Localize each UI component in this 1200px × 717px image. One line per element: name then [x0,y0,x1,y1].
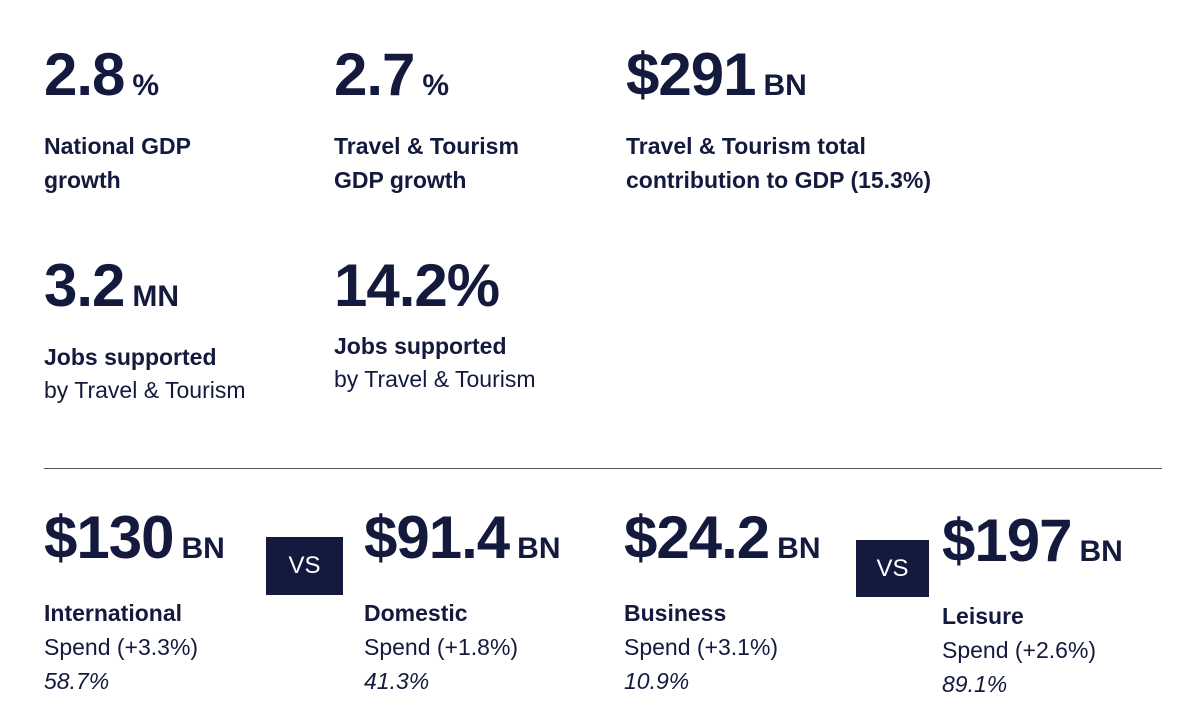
label-bold: National GDP [44,133,191,159]
spend-share: 89.1% [942,671,1008,697]
spend-change: Spend (+3.3%) [44,634,199,660]
value-unit: BN [777,532,821,565]
value-unit: BN [181,532,225,565]
spend-name: Leisure [942,603,1024,629]
stat-value: $291 BN [626,42,931,119]
stat-value: 2.7% [334,42,519,119]
label-bold: Jobs supported [44,344,217,370]
spend-share: 58.7% [44,668,110,694]
stat-label: Travel & Tourism GDP growth [334,129,519,197]
stat-label: Jobs supported by Travel & Tourism [44,340,246,406]
spend-value: $24.2 BN [624,505,821,582]
stat-block: 3.2 MN Jobs supported by Travel & Tourism [44,253,246,406]
value-number: 3.2 [44,252,125,319]
label-regular: by Travel & Tourism [334,366,536,392]
label-regular: by Travel & Tourism [44,377,246,403]
spend-change: Spend (+3.1%) [624,634,779,660]
spend-value: $91.4 BN [364,505,561,582]
spend-block: $197 BN Leisure Spend (+2.6%) 89.1% [942,508,1123,701]
spend-share: 10.9% [624,668,690,694]
value-number: $24.2 [624,504,770,571]
value-number: $291 [626,41,756,108]
value-unit: % [132,69,160,102]
spend-block: $24.2 BN Business Spend (+3.1%) 10.9% [624,505,821,698]
stat-block: $291 BN Travel & Tourism total contribution… [626,42,931,197]
stat-block: 2.7% Travel & Tourism GDP growth [334,42,519,197]
value-number: $197 [942,507,1072,574]
value-unit: % [422,69,450,102]
stat-value: 3.2 MN [44,253,246,330]
spend-name: Business [624,600,727,626]
spend-value: $130 BN [44,505,225,582]
label-bold: Jobs supported [334,333,507,359]
stat-block: 2.8% National GDP growth [44,42,191,197]
value-unit: BN [1079,535,1123,568]
value-unit: BN [763,69,807,102]
value-unit: MN [132,280,180,313]
spend-share: 41.3% [364,668,430,694]
spend-block: $130 BN International Spend (+3.3%) 58.7% [44,505,225,698]
stat-value: 14.2% [334,253,536,319]
spend-value: $197 BN [942,508,1123,585]
label-bold: contribution to GDP (15.3%) [626,167,931,193]
spend-change: Spend (+1.8%) [364,634,519,660]
stat-label: Travel & Tourism total contribution to GD… [626,129,931,197]
vs-badge: VS [266,537,343,595]
value-number: $130 [44,504,174,571]
spend-name: Domestic [364,600,468,626]
stat-label: Jobs supported by Travel & Tourism [334,329,536,395]
vs-badge: VS [856,540,929,597]
stat-block: 14.2% Jobs supported by Travel & Tourism [334,253,536,395]
spend-block: $91.4 BN Domestic Spend (+1.8%) 41.3% [364,505,561,698]
value-number: 2.8 [44,41,125,108]
stat-value: 2.8% [44,42,191,119]
value-number: $91.4 [364,504,510,571]
label-bold: growth [44,167,121,193]
value-number: 14.2% [334,252,500,319]
spend-change: Spend (+2.6%) [942,637,1097,663]
stat-label: National GDP growth [44,129,191,197]
label-bold: GDP growth [334,167,467,193]
value-number: 2.7 [334,41,415,108]
label-bold: Travel & Tourism [334,133,519,159]
label-bold: Travel & Tourism total [626,133,866,159]
value-unit: BN [517,532,561,565]
spend-name: International [44,600,183,626]
divider [44,468,1162,469]
